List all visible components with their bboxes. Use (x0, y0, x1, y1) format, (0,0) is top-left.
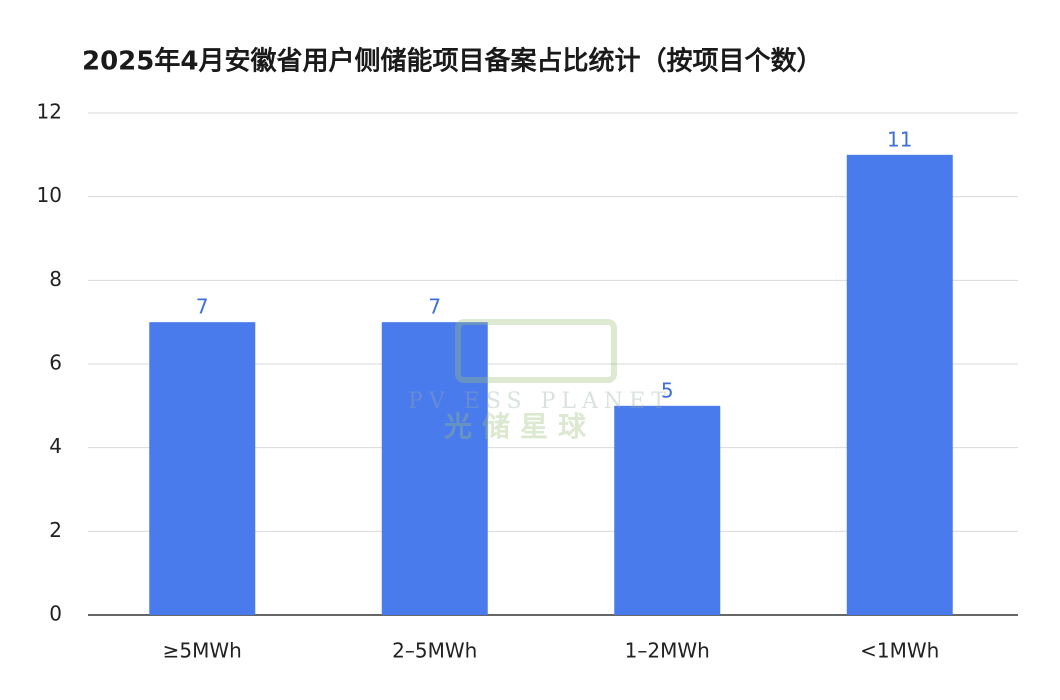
y-tick-label: 10 (37, 183, 62, 207)
y-tick-label: 12 (37, 100, 62, 124)
x-tick-label: 2–5MWh (392, 639, 477, 663)
y-tick-label: 6 (49, 351, 62, 375)
bar (614, 405, 721, 615)
x-tick-label: 1–2MWh (625, 639, 710, 663)
bar (381, 322, 488, 615)
value-label: 5 (661, 378, 674, 402)
x-tick-label: <1MWh (860, 639, 939, 663)
x-tick-label: ≥5MWh (163, 639, 242, 663)
y-tick-label: 0 (49, 602, 62, 626)
watermark-text: 光储星球 (443, 410, 596, 443)
value-label: 7 (196, 295, 209, 319)
value-label: 7 (428, 295, 441, 319)
value-label: 11 (887, 127, 912, 151)
bar (149, 322, 256, 615)
y-tick-label: 2 (49, 518, 62, 542)
y-tick-label: 8 (49, 267, 62, 291)
y-tick-label: 4 (49, 434, 62, 458)
chart-title: 2025年4月安徽省用户侧储能项目备案占比统计（按项目个数） (82, 46, 822, 77)
bar (846, 154, 953, 616)
watermark: PV ESS PLANET 光储星球 (408, 319, 672, 443)
watermark-text: PV ESS PLANET (408, 389, 672, 414)
watermark-icon (455, 319, 617, 383)
